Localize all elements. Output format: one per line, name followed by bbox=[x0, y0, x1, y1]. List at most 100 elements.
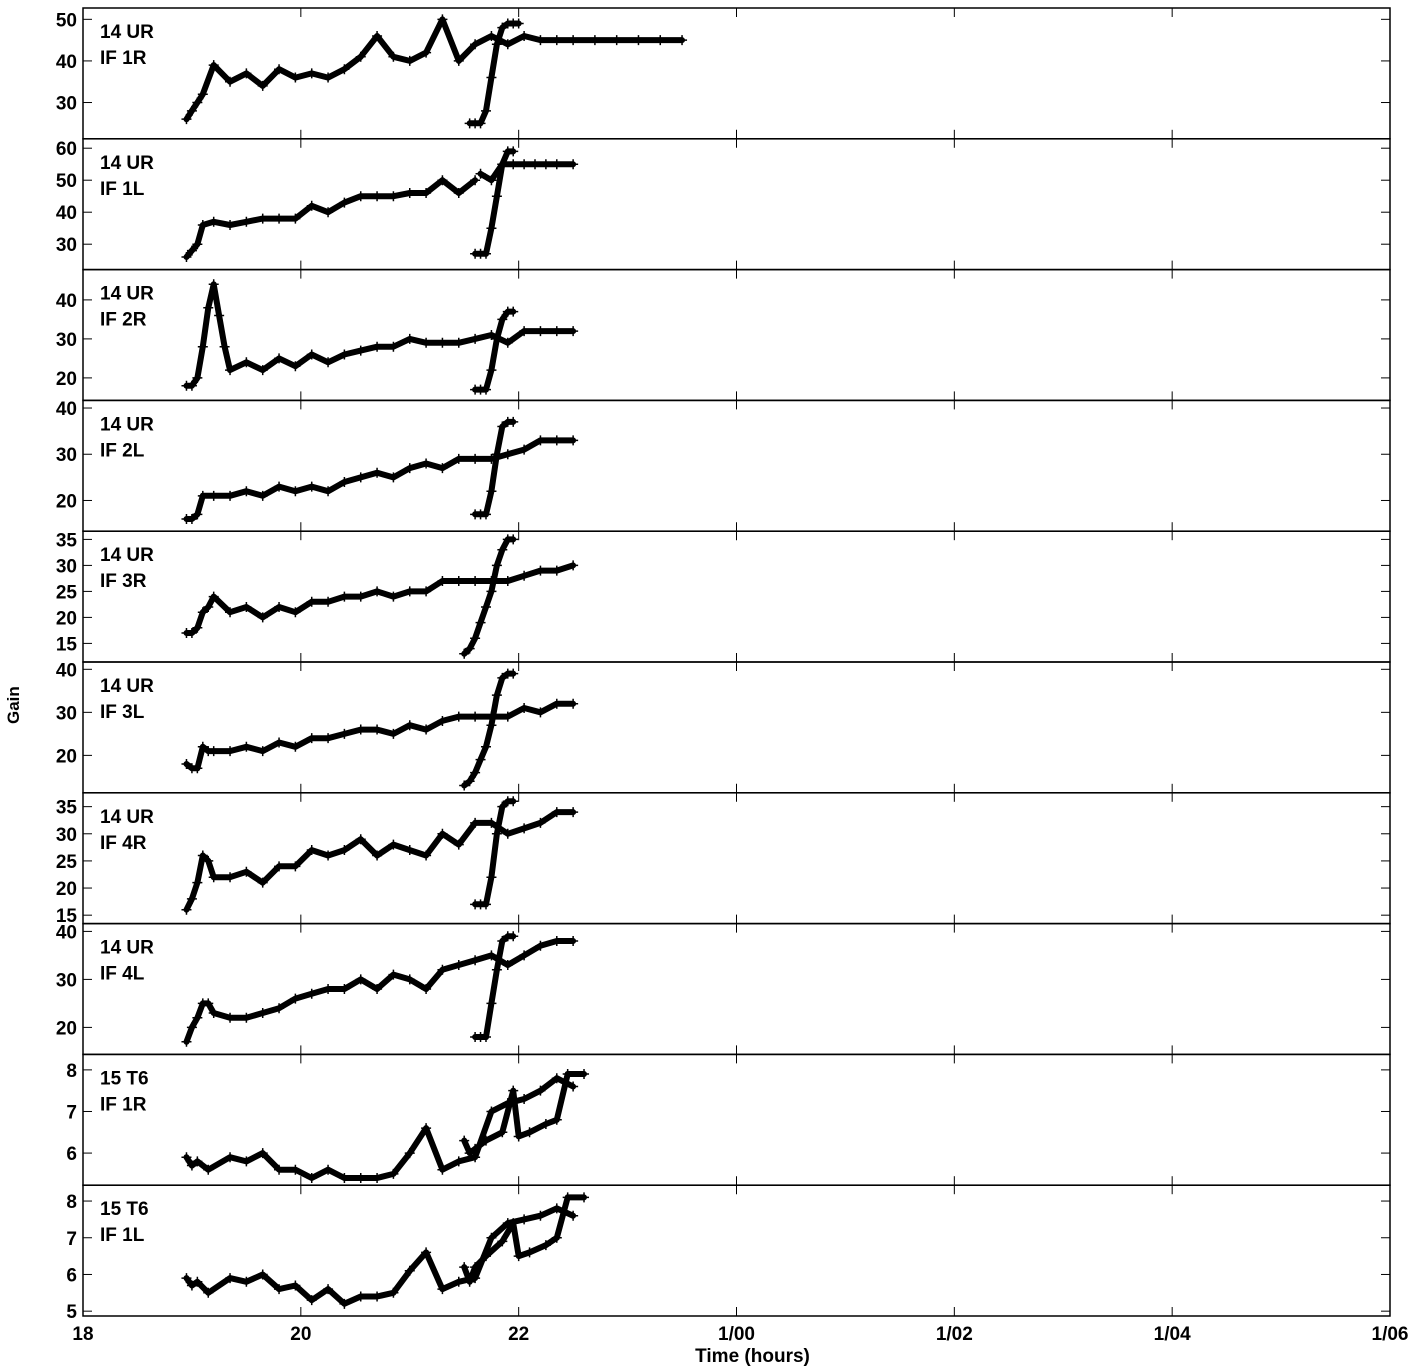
panel-label: 14 UR bbox=[100, 938, 154, 959]
series-line bbox=[461, 536, 517, 657]
data-point bbox=[208, 1008, 219, 1018]
y-tick-label: 6 bbox=[66, 1265, 77, 1286]
data-point bbox=[524, 1127, 535, 1138]
panel-frame bbox=[82, 530, 1391, 663]
data-point bbox=[372, 1173, 383, 1184]
data-point bbox=[437, 715, 448, 726]
y-tick-label: 5 bbox=[66, 1302, 77, 1323]
data-point bbox=[480, 1135, 491, 1146]
data-point bbox=[486, 486, 497, 497]
data-point bbox=[404, 845, 415, 856]
y-tick-label: 35 bbox=[56, 530, 78, 551]
y-tick-label: 7 bbox=[66, 1102, 77, 1123]
panel-frame bbox=[82, 399, 1391, 532]
data-point bbox=[323, 357, 334, 368]
data-point bbox=[192, 509, 203, 520]
data-point bbox=[421, 1247, 432, 1258]
data-point bbox=[404, 463, 415, 474]
data-point bbox=[339, 984, 350, 994]
data-point bbox=[225, 220, 236, 230]
data-point bbox=[208, 490, 219, 501]
data-point bbox=[579, 1192, 590, 1203]
data-point bbox=[421, 850, 432, 861]
data-point bbox=[519, 326, 530, 337]
data-point bbox=[437, 14, 448, 25]
data-point bbox=[508, 931, 519, 942]
data-point bbox=[486, 223, 497, 234]
y-tick-label: 30 bbox=[56, 330, 77, 351]
data-point bbox=[421, 984, 432, 994]
data-point bbox=[323, 72, 334, 83]
data-point bbox=[355, 834, 366, 845]
data-point bbox=[339, 1298, 350, 1309]
data-point bbox=[502, 449, 513, 460]
data-point bbox=[404, 1148, 415, 1159]
data-point bbox=[404, 974, 415, 985]
data-point bbox=[339, 349, 350, 360]
data-point bbox=[208, 591, 219, 602]
data-point bbox=[535, 1085, 546, 1096]
data-point bbox=[519, 30, 530, 41]
data-point bbox=[453, 1276, 464, 1287]
data-point bbox=[339, 845, 350, 856]
data-point bbox=[372, 724, 383, 735]
y-tick-label: 30 bbox=[56, 825, 77, 846]
y-tick-label: 35 bbox=[56, 798, 78, 819]
data-point bbox=[508, 668, 519, 679]
data-point bbox=[197, 89, 208, 100]
data-point bbox=[611, 35, 622, 46]
x-tick-label: 1/04 bbox=[1154, 1324, 1191, 1345]
data-point bbox=[181, 114, 192, 125]
data-point bbox=[355, 974, 366, 985]
data-point bbox=[290, 213, 301, 224]
panel-label: 14 UR bbox=[100, 807, 154, 828]
data-point bbox=[437, 828, 448, 839]
data-point bbox=[225, 365, 236, 376]
y-tick-label: 20 bbox=[56, 608, 77, 629]
series-line bbox=[183, 177, 479, 260]
data-point bbox=[486, 365, 497, 376]
data-point bbox=[453, 960, 464, 970]
data-point bbox=[464, 1276, 475, 1287]
data-point bbox=[192, 1276, 203, 1287]
data-point bbox=[203, 1164, 214, 1175]
data-point bbox=[372, 341, 383, 352]
data-point bbox=[568, 1081, 579, 1092]
y-tick-label: 50 bbox=[56, 171, 77, 192]
data-point bbox=[470, 955, 481, 966]
data-point bbox=[421, 188, 432, 198]
data-point bbox=[290, 486, 301, 497]
data-point bbox=[551, 698, 562, 709]
data-point bbox=[192, 239, 203, 250]
data-point bbox=[274, 737, 285, 748]
data-point bbox=[208, 216, 219, 227]
data-point bbox=[241, 602, 252, 612]
data-point bbox=[225, 76, 236, 87]
data-point bbox=[290, 361, 301, 372]
data-point bbox=[257, 612, 268, 623]
data-point bbox=[535, 326, 546, 337]
data-point bbox=[203, 602, 214, 612]
y-tick-label: 25 bbox=[56, 852, 78, 873]
data-point bbox=[208, 60, 219, 71]
data-point bbox=[453, 576, 464, 586]
data-point bbox=[257, 365, 268, 376]
data-point bbox=[508, 159, 519, 170]
data-point bbox=[404, 333, 415, 344]
panel-label: IF 1L bbox=[100, 1225, 145, 1246]
y-tick-label: 50 bbox=[56, 10, 77, 31]
data-point bbox=[480, 1032, 491, 1042]
data-point bbox=[551, 565, 562, 576]
panel-label: IF 4R bbox=[100, 833, 147, 854]
data-point bbox=[257, 1269, 268, 1280]
data-point bbox=[388, 1287, 399, 1298]
data-point bbox=[225, 1273, 236, 1284]
data-point bbox=[306, 596, 317, 607]
data-point bbox=[568, 35, 579, 46]
panel-frame bbox=[82, 268, 1391, 402]
series-line bbox=[183, 437, 577, 522]
data-point bbox=[257, 490, 268, 501]
data-point bbox=[421, 47, 432, 58]
data-point bbox=[225, 490, 236, 501]
data-point bbox=[519, 823, 530, 834]
